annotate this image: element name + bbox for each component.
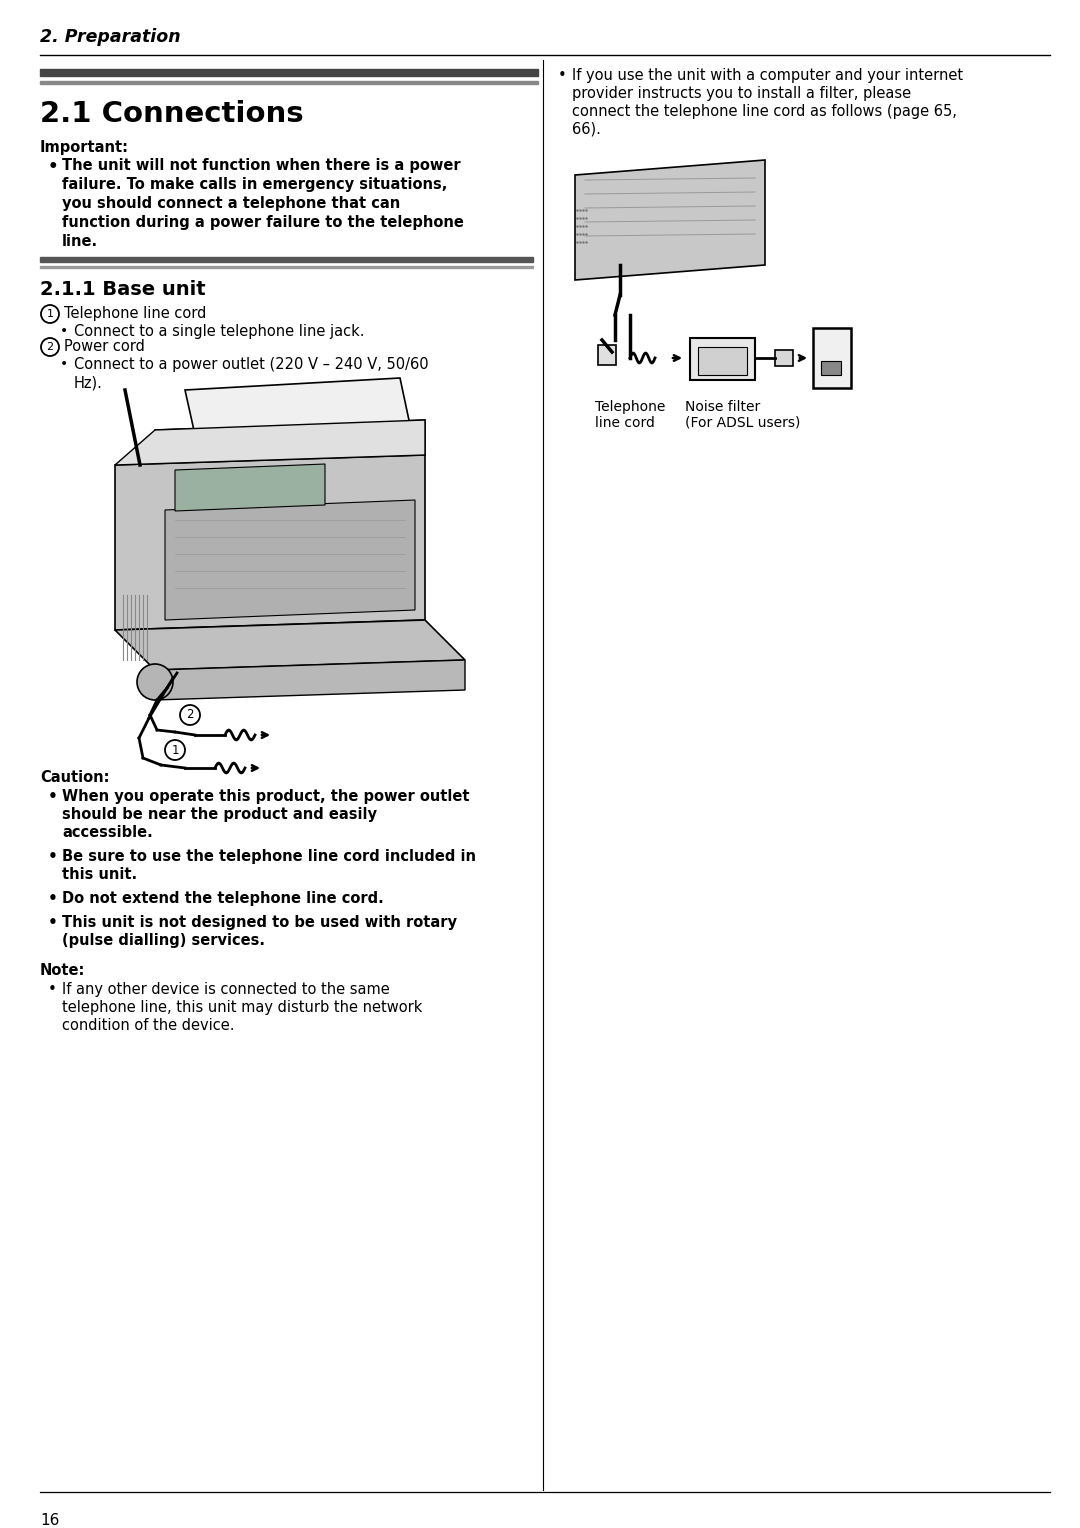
Text: 16: 16 bbox=[40, 1513, 59, 1528]
Text: 2. Preparation: 2. Preparation bbox=[40, 28, 180, 46]
Text: should be near the product and easily: should be near the product and easily bbox=[62, 807, 377, 822]
Text: line cord: line cord bbox=[595, 416, 654, 429]
Text: 2: 2 bbox=[46, 342, 54, 351]
Polygon shape bbox=[575, 160, 765, 280]
Text: 2.1 Connections: 2.1 Connections bbox=[40, 99, 303, 128]
Text: Connect to a single telephone line jack.: Connect to a single telephone line jack. bbox=[75, 324, 365, 339]
Bar bbox=[598, 345, 616, 365]
Circle shape bbox=[180, 704, 200, 724]
Text: •: • bbox=[48, 891, 58, 906]
Polygon shape bbox=[165, 500, 415, 620]
Text: When you operate this product, the power outlet: When you operate this product, the power… bbox=[62, 788, 470, 804]
Polygon shape bbox=[185, 377, 410, 435]
Text: accessible.: accessible. bbox=[62, 825, 152, 840]
Text: Telephone line cord: Telephone line cord bbox=[64, 306, 206, 321]
Text: 1: 1 bbox=[46, 309, 54, 319]
Circle shape bbox=[41, 338, 59, 356]
Polygon shape bbox=[156, 660, 465, 700]
Polygon shape bbox=[114, 455, 426, 630]
Text: Connect to a power outlet (220 V – 240 V, 50/60: Connect to a power outlet (220 V – 240 V… bbox=[75, 358, 429, 371]
Text: function during a power failure to the telephone: function during a power failure to the t… bbox=[62, 215, 464, 231]
Text: If any other device is connected to the same: If any other device is connected to the … bbox=[62, 983, 390, 996]
Text: this unit.: this unit. bbox=[62, 866, 137, 882]
Text: Note:: Note: bbox=[40, 963, 85, 978]
Text: Do not extend the telephone line cord.: Do not extend the telephone line cord. bbox=[62, 891, 383, 906]
Bar bbox=[40, 69, 538, 76]
Text: Be sure to use the telephone line cord included in: Be sure to use the telephone line cord i… bbox=[62, 850, 476, 863]
Bar bbox=[698, 347, 747, 374]
Text: Noise filter: Noise filter bbox=[685, 400, 760, 414]
Text: •: • bbox=[48, 850, 58, 863]
Circle shape bbox=[137, 665, 173, 700]
Text: condition of the device.: condition of the device. bbox=[62, 1018, 234, 1033]
Text: line.: line. bbox=[62, 234, 98, 249]
Text: Important:: Important: bbox=[40, 141, 129, 154]
Text: connect the telephone line cord as follows (page 65,: connect the telephone line cord as follo… bbox=[572, 104, 957, 119]
Text: •: • bbox=[558, 69, 567, 83]
Text: 66).: 66). bbox=[572, 122, 600, 138]
Text: (pulse dialling) services.: (pulse dialling) services. bbox=[62, 934, 265, 947]
Text: Power cord: Power cord bbox=[64, 339, 145, 354]
Bar bbox=[775, 350, 793, 367]
Text: This unit is not designed to be used with rotary: This unit is not designed to be used wit… bbox=[62, 915, 457, 931]
Text: you should connect a telephone that can: you should connect a telephone that can bbox=[62, 196, 401, 211]
Bar bbox=[40, 266, 534, 267]
Text: failure. To make calls in emergency situations,: failure. To make calls in emergency situ… bbox=[62, 177, 447, 193]
Polygon shape bbox=[114, 420, 426, 465]
Text: Telephone: Telephone bbox=[595, 400, 665, 414]
Text: telephone line, this unit may disturb the network: telephone line, this unit may disturb th… bbox=[62, 999, 422, 1015]
Text: provider instructs you to install a filter, please: provider instructs you to install a filt… bbox=[572, 86, 912, 101]
Text: •: • bbox=[48, 915, 58, 931]
Text: •: • bbox=[60, 324, 68, 338]
Circle shape bbox=[165, 740, 185, 759]
Text: If you use the unit with a computer and your internet: If you use the unit with a computer and … bbox=[572, 69, 963, 83]
Text: •: • bbox=[48, 788, 58, 804]
Bar bbox=[690, 338, 755, 380]
Text: Caution:: Caution: bbox=[40, 770, 109, 785]
Text: 1: 1 bbox=[172, 744, 179, 756]
Polygon shape bbox=[175, 465, 325, 510]
Bar bbox=[40, 257, 534, 261]
Text: 2: 2 bbox=[186, 709, 193, 721]
Polygon shape bbox=[156, 420, 426, 465]
Text: •: • bbox=[60, 358, 68, 371]
Text: Hz).: Hz). bbox=[75, 376, 103, 391]
Text: The unit will not function when there is a power: The unit will not function when there is… bbox=[62, 157, 461, 173]
Bar bbox=[821, 361, 841, 374]
Polygon shape bbox=[114, 620, 465, 669]
Bar bbox=[813, 329, 851, 388]
Text: •: • bbox=[48, 157, 58, 176]
Text: 2.1.1 Base unit: 2.1.1 Base unit bbox=[40, 280, 205, 299]
Bar bbox=[40, 81, 538, 84]
Text: •: • bbox=[48, 983, 57, 996]
Circle shape bbox=[41, 306, 59, 322]
Text: (For ADSL users): (For ADSL users) bbox=[685, 416, 800, 429]
